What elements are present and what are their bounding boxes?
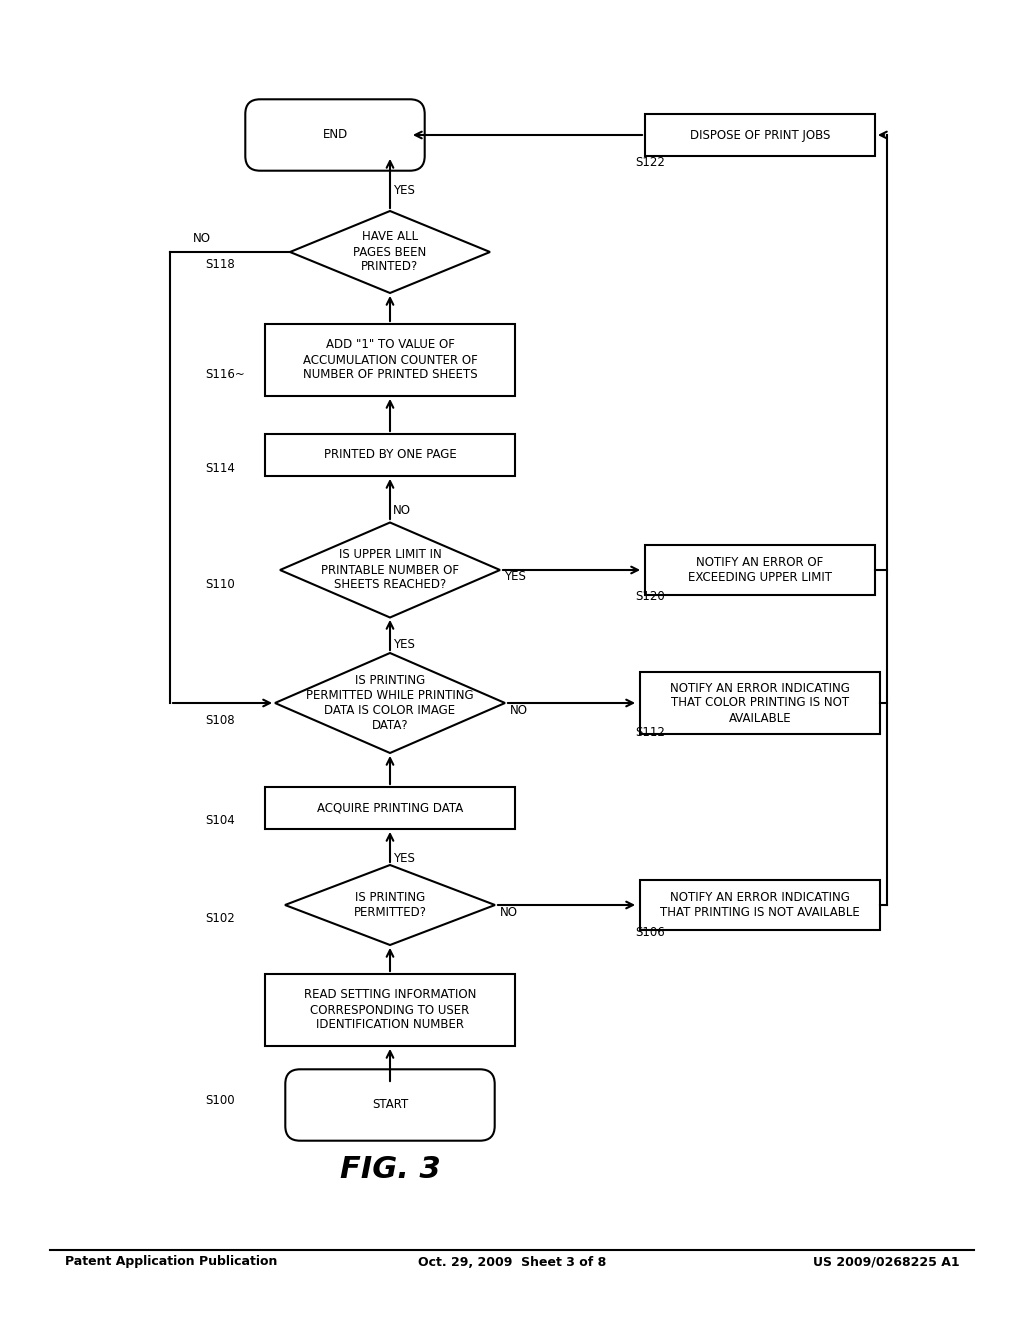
Text: PRINTED BY ONE PAGE: PRINTED BY ONE PAGE [324, 449, 457, 462]
Text: FIG. 3: FIG. 3 [340, 1155, 440, 1184]
Text: S100: S100 [205, 1093, 234, 1106]
Bar [265, 323, 515, 396]
Text: US 2009/0268225 A1: US 2009/0268225 A1 [813, 1255, 961, 1269]
Bar [265, 787, 515, 829]
Polygon shape [280, 523, 500, 618]
Text: YES: YES [504, 570, 526, 583]
Bar [640, 672, 880, 734]
Text: IS PRINTING
PERMITTED?: IS PRINTING PERMITTED? [353, 891, 427, 919]
Text: IS PRINTING
PERMITTED WHILE PRINTING
DATA IS COLOR IMAGE
DATA?: IS PRINTING PERMITTED WHILE PRINTING DAT… [306, 675, 474, 733]
Text: S120: S120 [635, 590, 665, 603]
Text: END: END [323, 128, 347, 141]
Bar [645, 114, 874, 156]
Text: NO: NO [393, 503, 411, 516]
Text: S104: S104 [205, 813, 234, 826]
Text: NO: NO [193, 231, 211, 244]
Polygon shape [285, 865, 495, 945]
Text: ADD "1" TO VALUE OF
ACCUMULATION COUNTER OF
NUMBER OF PRINTED SHEETS: ADD "1" TO VALUE OF ACCUMULATION COUNTER… [303, 338, 477, 381]
Text: READ SETTING INFORMATION
CORRESPONDING TO USER
IDENTIFICATION NUMBER: READ SETTING INFORMATION CORRESPONDING T… [304, 989, 476, 1031]
Text: YES: YES [393, 183, 415, 197]
Text: S102: S102 [205, 912, 234, 924]
Text: NOTIFY AN ERROR INDICATING
THAT PRINTING IS NOT AVAILABLE: NOTIFY AN ERROR INDICATING THAT PRINTING… [660, 891, 860, 919]
Text: S116~: S116~ [205, 368, 245, 381]
Bar [640, 880, 880, 931]
Text: NOTIFY AN ERROR INDICATING
THAT COLOR PRINTING IS NOT
AVAILABLE: NOTIFY AN ERROR INDICATING THAT COLOR PR… [670, 681, 850, 725]
Text: S122: S122 [635, 156, 665, 169]
Bar [265, 434, 515, 477]
Text: S118: S118 [205, 259, 234, 272]
Text: YES: YES [393, 851, 415, 865]
Text: Oct. 29, 2009  Sheet 3 of 8: Oct. 29, 2009 Sheet 3 of 8 [418, 1255, 606, 1269]
Text: ACQUIRE PRINTING DATA: ACQUIRE PRINTING DATA [316, 801, 463, 814]
Text: Patent Application Publication: Patent Application Publication [65, 1255, 278, 1269]
Text: START: START [372, 1098, 409, 1111]
Text: S110: S110 [205, 578, 234, 591]
FancyBboxPatch shape [246, 99, 425, 170]
FancyBboxPatch shape [286, 1069, 495, 1140]
Text: S108: S108 [205, 714, 234, 726]
Bar [645, 545, 874, 595]
Text: YES: YES [393, 639, 415, 652]
Bar [265, 974, 515, 1045]
Text: IS UPPER LIMIT IN
PRINTABLE NUMBER OF
SHEETS REACHED?: IS UPPER LIMIT IN PRINTABLE NUMBER OF SH… [321, 549, 459, 591]
Polygon shape [290, 211, 490, 293]
Text: S114: S114 [205, 462, 234, 474]
Text: S112: S112 [635, 726, 665, 738]
Text: HAVE ALL
PAGES BEEN
PRINTED?: HAVE ALL PAGES BEEN PRINTED? [353, 231, 427, 273]
Text: NO: NO [500, 906, 518, 919]
Text: DISPOSE OF PRINT JOBS: DISPOSE OF PRINT JOBS [690, 128, 830, 141]
Polygon shape [275, 653, 505, 752]
Text: S106: S106 [635, 925, 665, 939]
Text: NO: NO [510, 704, 528, 717]
Text: NOTIFY AN ERROR OF
EXCEEDING UPPER LIMIT: NOTIFY AN ERROR OF EXCEEDING UPPER LIMIT [688, 556, 831, 583]
